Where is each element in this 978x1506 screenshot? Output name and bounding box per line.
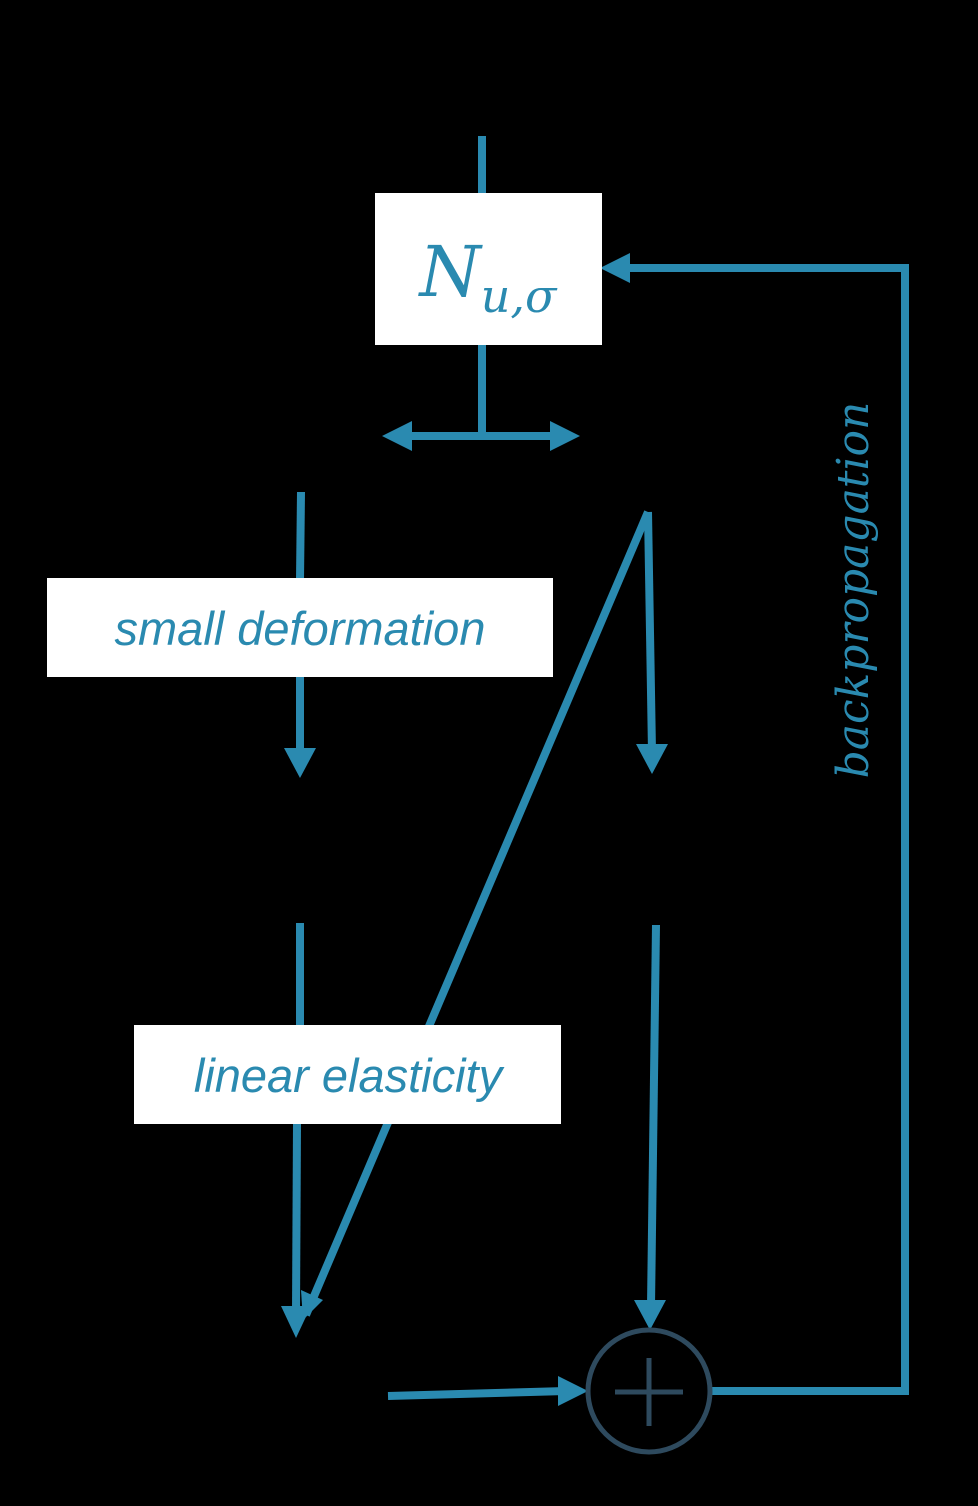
linear-elasticity-label: linear elasticity (194, 1049, 505, 1102)
circled-plus-icon (585, 1327, 713, 1455)
network-box (375, 193, 602, 345)
network-label: Nu,σ (418, 231, 558, 323)
right-lower-line (647, 924, 660, 1307)
backprop-loop-line (626, 264, 909, 1395)
split-right-arrowhead (550, 421, 580, 451)
diagonal-connector (302, 510, 652, 1317)
left-upper-line-a (296, 491, 305, 581)
linear-elasticity-box (134, 1025, 561, 1124)
bottom-input-line (387, 1387, 567, 1400)
backpropagation-label: backpropagation (828, 402, 879, 779)
network-subscript: u,σ (481, 269, 558, 323)
bottom-input-arrowhead (558, 1376, 588, 1406)
right-upper-arrowhead (636, 744, 668, 774)
right-lower-arrowhead (634, 1300, 666, 1330)
network-symbol: N (418, 231, 484, 313)
diagonal-arrowhead (301, 1290, 323, 1320)
left-upper-arrowhead (284, 748, 316, 778)
small-deformation-box (47, 578, 553, 677)
backprop-arrowhead (600, 253, 630, 283)
small-deformation-label: small deformation (115, 602, 486, 655)
left-lower-line-b (292, 1123, 301, 1313)
split-left-arrowhead (382, 421, 412, 451)
right-upper-line (644, 511, 656, 753)
